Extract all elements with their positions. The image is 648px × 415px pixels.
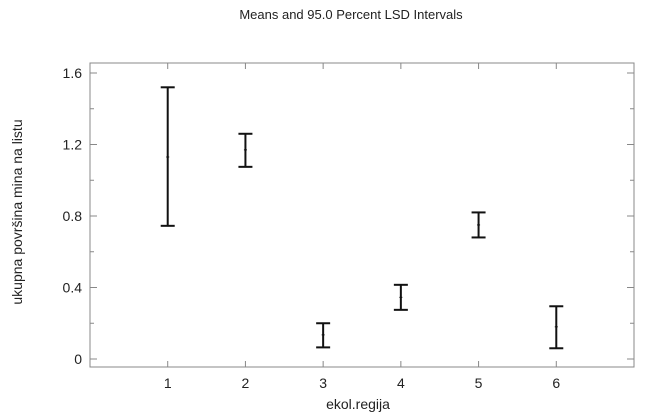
y-tick-label: 1.6 — [63, 65, 83, 81]
x-tick-label: 1 — [164, 375, 172, 391]
y-tick-label: 0.8 — [63, 208, 83, 224]
x-tick-label: 2 — [242, 375, 250, 391]
x-tick-label: 6 — [552, 375, 560, 391]
plot-frame — [89, 62, 635, 368]
y-axis: 0 0.4 0.8 1.2 1.6 — [63, 65, 634, 367]
error-bar-2 — [238, 132, 253, 168]
y-axis-label: ukupna površina mina na listu — [9, 119, 25, 304]
error-bar-4 — [393, 283, 408, 311]
x-axis: 1 2 3 4 5 6 — [164, 63, 560, 391]
error-bar-6 — [549, 305, 564, 350]
x-tick-label: 3 — [319, 375, 327, 391]
x-axis-label: ekol.regija — [326, 396, 390, 412]
error-bar-1 — [160, 86, 175, 227]
error-bar-3 — [316, 322, 331, 349]
chart-title: Means and 95.0 Percent LSD Intervals — [239, 7, 463, 22]
error-bars — [160, 86, 564, 350]
y-tick-label: 0.4 — [63, 280, 83, 296]
x-tick-label: 5 — [475, 375, 483, 391]
y-tick-label: 1.2 — [63, 137, 83, 153]
error-bar-5 — [471, 211, 486, 239]
x-tick-label: 4 — [397, 375, 405, 391]
y-tick-label: 0 — [74, 351, 82, 367]
